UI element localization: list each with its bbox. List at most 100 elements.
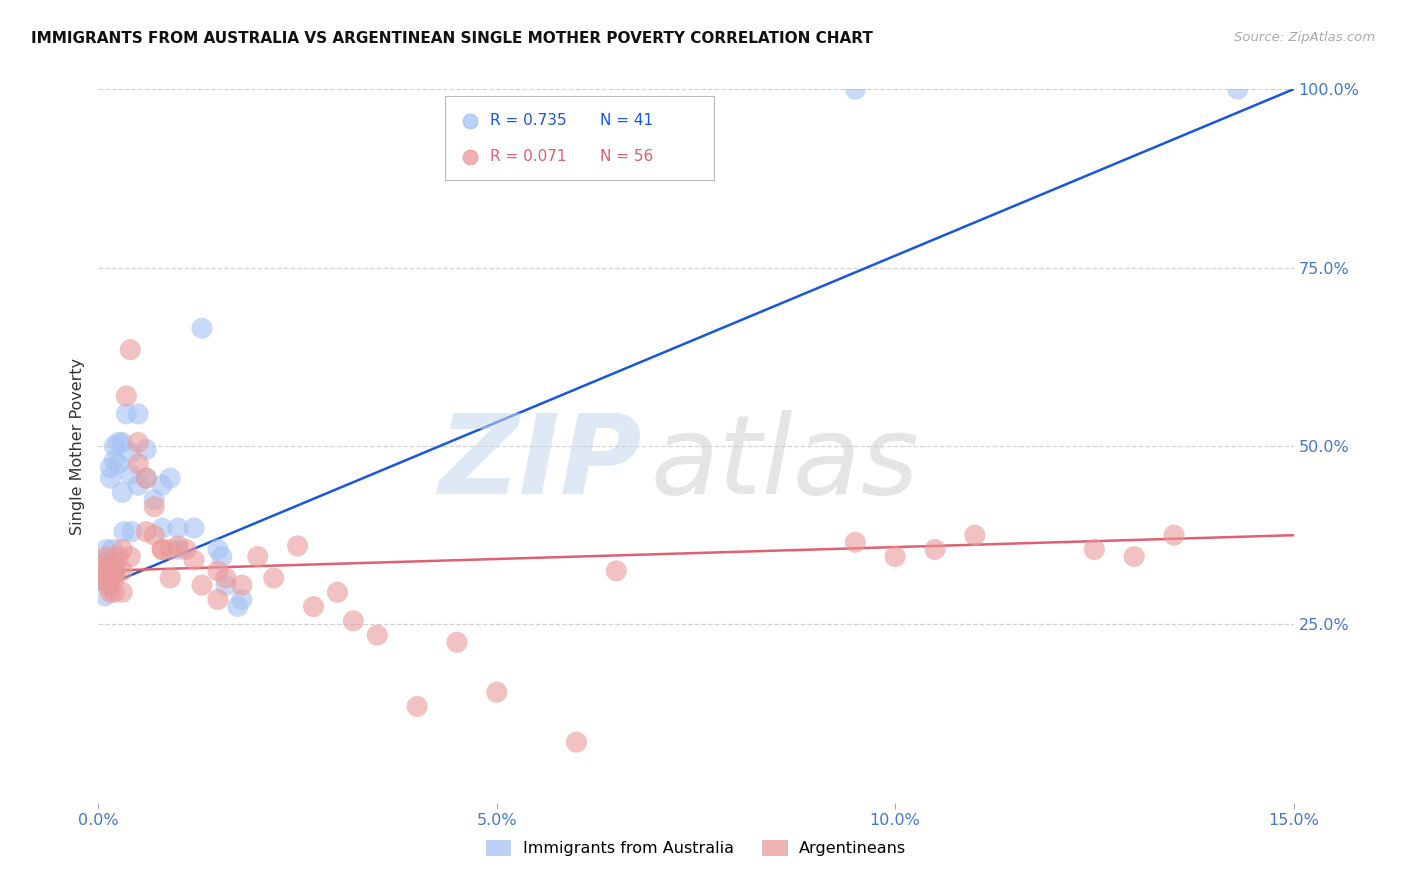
Point bbox=[127, 435, 149, 450]
Point bbox=[111, 564, 134, 578]
Point bbox=[231, 592, 253, 607]
Text: Source: ZipAtlas.com: Source: ZipAtlas.com bbox=[1234, 31, 1375, 45]
Point bbox=[1226, 82, 1249, 96]
Point bbox=[103, 571, 125, 585]
Point bbox=[111, 435, 134, 450]
Point bbox=[150, 521, 173, 535]
Point bbox=[924, 542, 946, 557]
Point bbox=[96, 574, 118, 589]
Point bbox=[143, 492, 166, 507]
Point bbox=[98, 471, 122, 485]
Point bbox=[120, 446, 142, 460]
Point bbox=[263, 571, 285, 585]
Point bbox=[150, 542, 173, 557]
Point bbox=[127, 407, 149, 421]
Point bbox=[446, 635, 468, 649]
Point bbox=[167, 521, 190, 535]
Point bbox=[97, 571, 120, 585]
Point bbox=[231, 578, 253, 592]
Point bbox=[94, 564, 117, 578]
Point bbox=[207, 542, 229, 557]
Point bbox=[302, 599, 325, 614]
Point bbox=[97, 567, 120, 582]
Point bbox=[111, 542, 134, 557]
Point bbox=[93, 564, 115, 578]
Point bbox=[107, 435, 129, 450]
Point bbox=[127, 457, 149, 471]
Point bbox=[112, 524, 135, 539]
Point bbox=[183, 553, 205, 567]
Point bbox=[104, 564, 127, 578]
Point bbox=[98, 557, 122, 571]
Point bbox=[246, 549, 269, 564]
Point bbox=[120, 467, 142, 482]
Point bbox=[120, 343, 142, 357]
Point bbox=[103, 453, 125, 467]
Point bbox=[159, 471, 181, 485]
Point bbox=[96, 549, 118, 564]
Point bbox=[103, 567, 125, 582]
Point bbox=[104, 560, 127, 574]
Point bbox=[1083, 542, 1105, 557]
Legend: Immigrants from Australia, Argentineans: Immigrants from Australia, Argentineans bbox=[479, 833, 912, 863]
Point bbox=[167, 542, 190, 557]
Point bbox=[120, 549, 142, 564]
Point bbox=[111, 585, 134, 599]
Point bbox=[159, 571, 181, 585]
Point bbox=[127, 478, 149, 492]
Point bbox=[287, 539, 309, 553]
Point bbox=[121, 524, 143, 539]
Point bbox=[97, 578, 120, 592]
Point bbox=[207, 592, 229, 607]
Point bbox=[215, 571, 238, 585]
Point bbox=[1123, 549, 1146, 564]
Point bbox=[135, 471, 157, 485]
Point bbox=[174, 542, 197, 557]
Point bbox=[226, 599, 249, 614]
FancyBboxPatch shape bbox=[446, 95, 714, 180]
Point bbox=[844, 82, 866, 96]
Point bbox=[884, 549, 907, 564]
Point bbox=[326, 585, 349, 599]
Point bbox=[191, 321, 214, 335]
Point bbox=[101, 542, 124, 557]
Point bbox=[167, 539, 190, 553]
Point bbox=[366, 628, 388, 642]
Point bbox=[191, 578, 214, 592]
Point bbox=[98, 585, 122, 599]
Point bbox=[844, 535, 866, 549]
Point bbox=[143, 528, 166, 542]
Point bbox=[115, 407, 138, 421]
Point bbox=[150, 542, 173, 557]
Point bbox=[107, 457, 129, 471]
Point bbox=[207, 564, 229, 578]
Point bbox=[183, 521, 205, 535]
Point bbox=[103, 585, 125, 599]
Point bbox=[605, 564, 627, 578]
Text: R = 0.071: R = 0.071 bbox=[491, 150, 567, 164]
Point bbox=[406, 699, 429, 714]
Text: atlas: atlas bbox=[651, 410, 920, 517]
Point bbox=[98, 460, 122, 475]
Point bbox=[963, 528, 986, 542]
Point bbox=[107, 549, 129, 564]
Point bbox=[342, 614, 364, 628]
Point bbox=[159, 542, 181, 557]
Point bbox=[211, 549, 233, 564]
Point bbox=[215, 578, 238, 592]
Point bbox=[97, 578, 120, 592]
Point bbox=[1163, 528, 1185, 542]
Point bbox=[96, 542, 118, 557]
Point bbox=[485, 685, 508, 699]
Point bbox=[143, 500, 166, 514]
Point bbox=[135, 524, 157, 539]
Point bbox=[150, 478, 173, 492]
Text: R = 0.735: R = 0.735 bbox=[491, 113, 567, 128]
Point bbox=[96, 574, 118, 589]
Y-axis label: Single Mother Poverty: Single Mother Poverty bbox=[70, 358, 86, 534]
Text: N = 41: N = 41 bbox=[600, 113, 654, 128]
Point bbox=[135, 471, 157, 485]
Point bbox=[111, 485, 134, 500]
Point bbox=[103, 439, 125, 453]
Point bbox=[135, 442, 157, 457]
